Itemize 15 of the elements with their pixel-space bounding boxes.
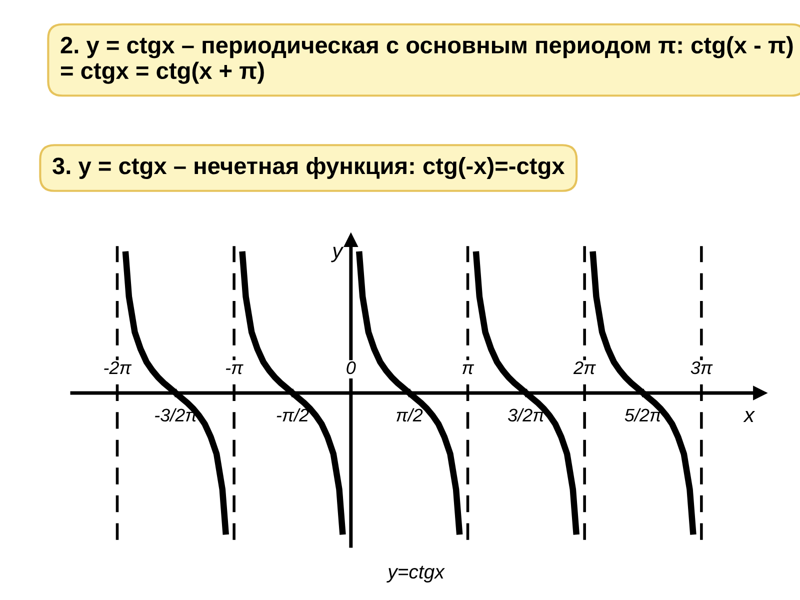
x2-tick-label: 2π: [573, 361, 596, 374]
x-axis-title: x: [743, 410, 756, 422]
chart-title: 2. y = ctgx – периодическая с основным периодом π: ctg(x - π) = ctgx = ctg(x + π): [60, 36, 793, 84]
x-tick-label: 3/2π: [508, 408, 546, 422]
x2-tick-label: 0: [346, 361, 356, 374]
x-tick-label: -π/2: [276, 408, 309, 422]
x-tick-label: π/2: [396, 408, 423, 422]
text: y=ctgx: [386, 566, 445, 582]
x-tick-label: 5/2π: [624, 408, 662, 422]
x2-tick-label: 3π: [690, 361, 713, 374]
y-axis-title: y: [330, 246, 344, 262]
chart-subtitle: 3. y = ctgx – нечетная функция: ctg(-x)=-ctgx: [52, 156, 565, 180]
x2-tick-label: π: [462, 364, 474, 374]
x2-tick-label: -2π: [104, 361, 132, 374]
x2-tick-label: -π: [226, 364, 244, 374]
